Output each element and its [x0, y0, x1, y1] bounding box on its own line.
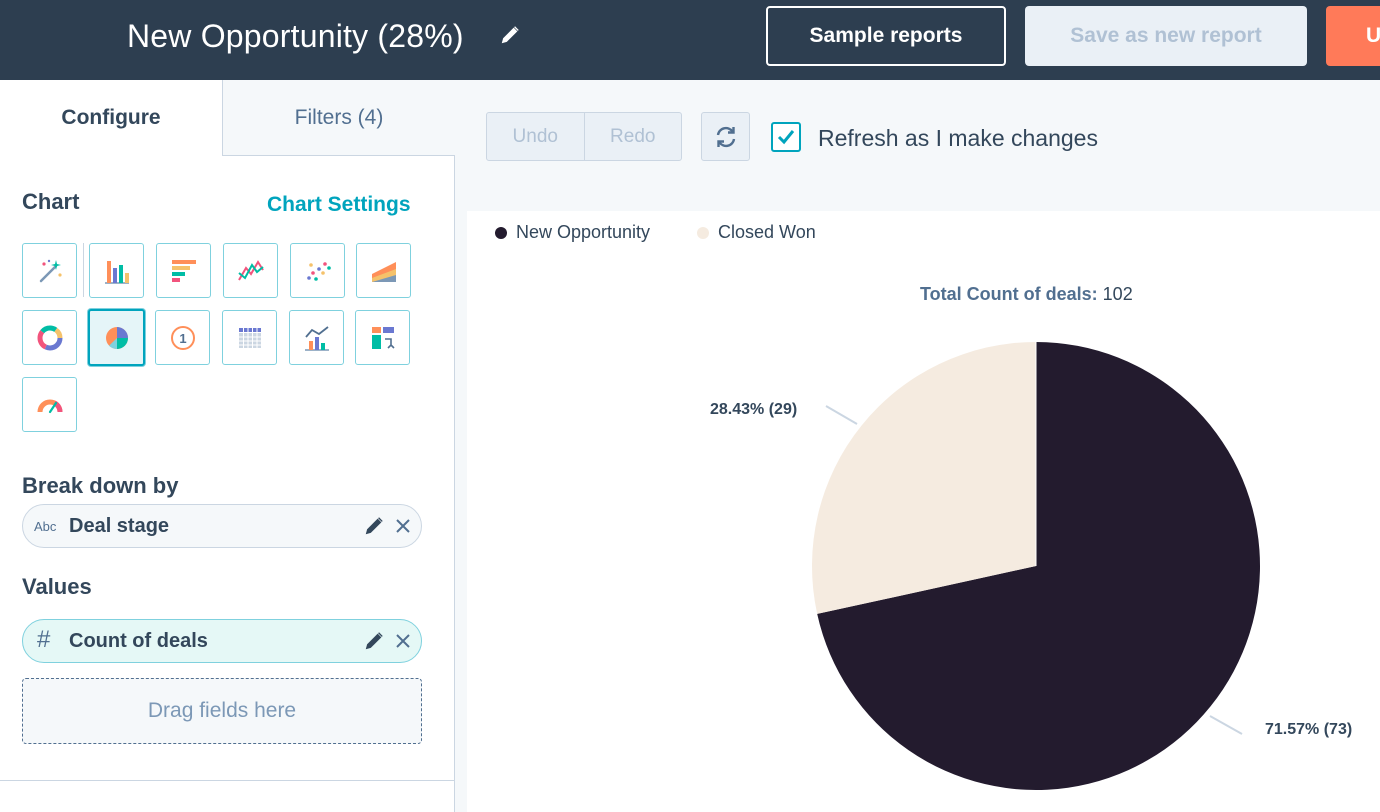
chart-type-pivot[interactable] [355, 310, 410, 365]
sample-reports-button[interactable]: Sample reports [766, 6, 1006, 66]
chart-type-combination[interactable] [289, 310, 344, 365]
pie-slice-closed-won[interactable] [812, 342, 1036, 614]
summary-number-icon: 1 [170, 325, 195, 350]
checkmark-icon [777, 130, 795, 145]
pie-chart [812, 342, 1260, 790]
number-type-indicator: # [37, 626, 51, 653]
chart-type-table[interactable] [222, 310, 277, 365]
chart-section-label: Chart [22, 189, 80, 214]
text-type-indicator: Abc [34, 518, 57, 534]
chart-settings-link[interactable]: Chart Settings [267, 193, 411, 216]
primary-action-button[interactable]: U [1326, 6, 1380, 66]
edit-title-pencil-icon[interactable] [499, 24, 521, 46]
chart-type-donut[interactable] [22, 310, 77, 365]
chart-total-value: 102 [1102, 284, 1133, 304]
break-down-by-label: Break down by [22, 473, 179, 498]
pivot-table-icon [371, 326, 395, 349]
break-down-by-value: Deal stage [69, 514, 170, 537]
chart-type-gauge[interactable] [22, 377, 77, 432]
scatter-chart-icon [306, 261, 331, 281]
area-chart-icon [371, 261, 396, 282]
refresh-as-i-make-changes-label[interactable]: Refresh as I make changes [818, 125, 1098, 151]
chart-type-magic-wand[interactable] [22, 243, 77, 298]
summary-number-glyph: 1 [179, 331, 186, 346]
legend-dot [495, 226, 507, 239]
undo-button[interactable]: Undo [487, 113, 585, 160]
donut-chart-icon [37, 325, 62, 350]
redo-button[interactable]: Redo [610, 125, 656, 147]
header-bar: New Opportunity (28%) Sample reports Sav… [0, 0, 1380, 80]
chart-type-area[interactable] [356, 243, 411, 298]
chart-type-divider [83, 243, 84, 297]
chart-panel: New Opportunity Closed Won Total Count o… [467, 211, 1380, 812]
drag-fields-dropzone[interactable]: Drag fields here [22, 678, 422, 744]
sidebar-divider [0, 780, 455, 781]
slice-label-closed-won: 28.43% (29) [710, 401, 798, 418]
legend-label: New Opportunity [516, 222, 651, 242]
legend-item-closed-won[interactable]: Closed Won [697, 222, 816, 243]
chart-type-line[interactable] [223, 243, 278, 298]
edit-pencil-icon[interactable] [363, 630, 385, 652]
refresh-button[interactable] [701, 112, 750, 161]
undo-redo-group: Undo Redo [486, 112, 682, 161]
magic-wand-icon [39, 259, 62, 282]
edit-pencil-icon[interactable] [363, 515, 385, 537]
refresh-icon [716, 126, 735, 147]
tab-configure[interactable]: Configure [0, 80, 222, 156]
chart-type-summary[interactable]: 1 [155, 310, 210, 365]
slice-leader-line [1209, 715, 1243, 735]
close-icon[interactable] [393, 631, 413, 651]
pie-chart-icon [105, 326, 128, 349]
break-down-by-pill[interactable]: Abc Deal stage [22, 504, 422, 548]
slice-label-new-opportunity: 71.57% (73) [1265, 721, 1353, 738]
gauge-icon [37, 399, 63, 413]
vertical-bar-chart-icon [104, 260, 129, 284]
chart-type-horizontal-bar[interactable] [156, 243, 211, 298]
chart-type-vertical-bar[interactable] [89, 243, 144, 298]
values-pill[interactable]: # Count of deals [22, 619, 422, 663]
horizontal-bar-chart-icon [171, 259, 196, 282]
legend-item-new-opportunity[interactable]: New Opportunity [495, 222, 650, 243]
configuration-sidebar: Configure Filters (4) Chart Chart Settin… [0, 80, 455, 812]
slice-leader-line [825, 405, 858, 425]
report-title[interactable]: New Opportunity (28%) [127, 18, 464, 54]
chart-type-pie-selected[interactable] [88, 309, 145, 366]
chart-total: Total Count of deals: 102 [920, 284, 1133, 305]
line-chart-icon [237, 259, 264, 281]
pie-slice-new-opportunity[interactable] [817, 342, 1260, 790]
chart-type-scatter[interactable] [290, 243, 345, 298]
legend-label: Closed Won [718, 222, 816, 242]
save-as-new-report-button[interactable]: Save as new report [1025, 6, 1307, 66]
chart-total-label: Total Count of deals: [920, 284, 1098, 304]
values-label: Values [22, 574, 92, 599]
legend-dot [697, 226, 709, 239]
refresh-as-i-make-changes-checkbox[interactable] [771, 122, 801, 152]
close-icon[interactable] [393, 516, 413, 536]
values-value: Count of deals [69, 629, 208, 652]
tab-filters[interactable]: Filters (4) [222, 80, 455, 156]
combination-chart-icon [304, 325, 329, 351]
table-icon [238, 327, 261, 348]
